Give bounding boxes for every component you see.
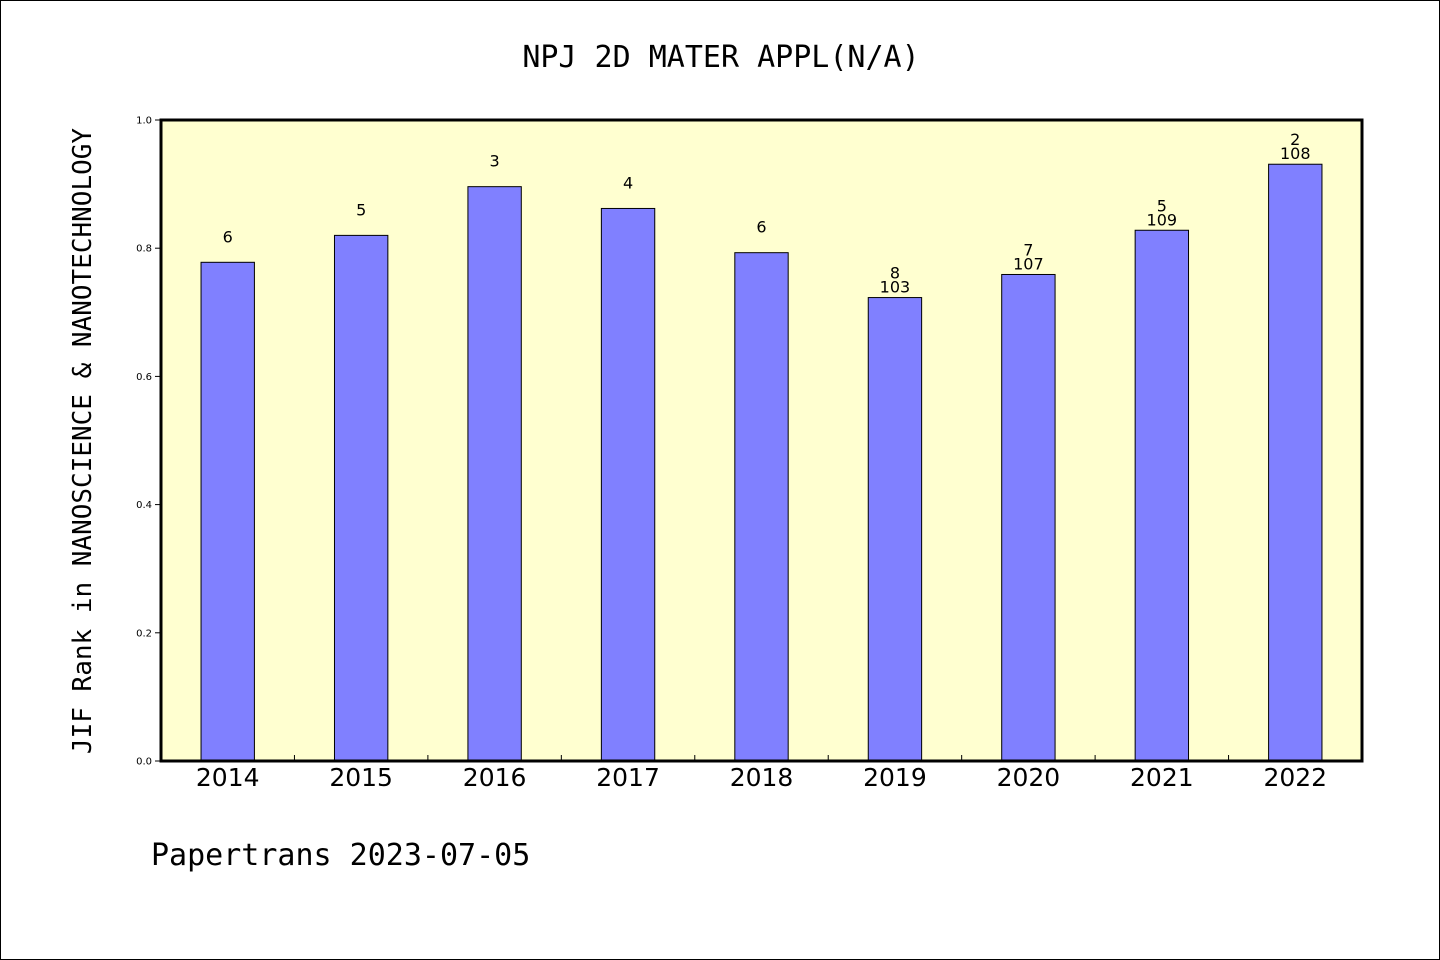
x-tick-label: 2020: [997, 763, 1061, 792]
y-tick-label: 0.0: [136, 757, 152, 768]
bar-2020: [1001, 273, 1056, 762]
y-axis: 0.0 0.2 0.4 0.6 0.8 1.0: [136, 116, 161, 768]
bar-2015: [333, 234, 389, 762]
x-tick-label: 2016: [463, 763, 527, 792]
bar-total-label: 108: [1280, 144, 1311, 163]
bar-2022: [1268, 163, 1323, 762]
y-tick-label: 0.8: [136, 244, 152, 255]
bar-total-label: 103: [880, 278, 911, 297]
bar-total-label: 107: [1013, 254, 1044, 273]
y-tick-label: 0.2: [136, 628, 152, 639]
x-tick-label: 2018: [730, 763, 794, 792]
x-tick-label: 2022: [1263, 763, 1327, 792]
bar-rank-label: 8: [890, 264, 900, 283]
bar-2019: [867, 297, 923, 762]
footer-text: Papertrans 2023-07-05: [151, 838, 530, 873]
x-tick-label: 2015: [329, 763, 393, 792]
bar-rank-label: 2: [1290, 130, 1300, 149]
x-tick-label: 2019: [863, 763, 927, 792]
bar-rank-label: 3: [490, 152, 500, 171]
bar-2016: [467, 186, 522, 762]
bar-2017: [600, 207, 656, 762]
bar-rank-label: 6: [223, 227, 233, 246]
y-axis-label: JIF Rank in NANOSCIENCE & NANOTECHNOLOGY: [68, 128, 98, 754]
bar-rank-label: 5: [356, 200, 366, 219]
bar-2021: [1134, 229, 1190, 762]
x-tick-label: 2017: [596, 763, 660, 792]
bar-rank-label: 7: [1023, 240, 1033, 259]
bar-rank-label: 5: [1157, 196, 1167, 215]
bar-total-label: 109: [1147, 210, 1178, 229]
y-tick-label: 0.6: [136, 372, 152, 383]
x-tick-label: 2021: [1130, 763, 1194, 792]
bar-rank-label: 4: [623, 173, 633, 192]
x-axis: 2014 2015 2016 2017 2018 2019 2020 2021 2022: [196, 755, 1327, 792]
chart-title: NPJ 2D MATER APPL(N/A): [522, 40, 919, 75]
plot-frame: [159, 118, 1364, 763]
y-tick-label: 1.0: [136, 116, 152, 127]
bar-2014: [200, 261, 255, 762]
bar-2018: [734, 252, 789, 762]
x-tick-label: 2014: [196, 763, 260, 792]
y-tick-label: 0.4: [136, 500, 152, 511]
bars: [200, 163, 1323, 762]
bar-rank-label: 6: [756, 218, 766, 237]
